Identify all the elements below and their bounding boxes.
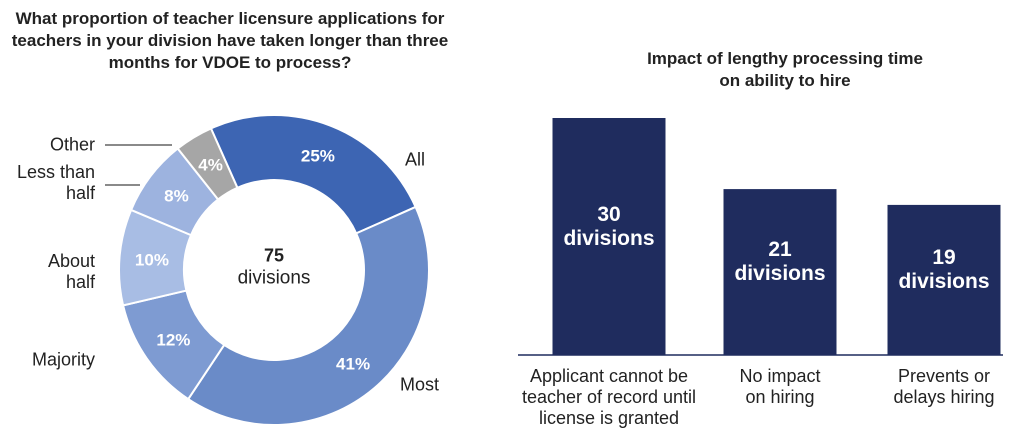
x-tick-label: Applicant cannot be teacher of record un… — [521, 366, 697, 428]
center-value: 75 — [263, 245, 285, 266]
category-label: Other — [49, 134, 95, 155]
category-label: Most — [400, 374, 440, 395]
x-tick-label: No impact on hiring — [739, 366, 821, 407]
bar-value-label: 19 divisions — [898, 245, 990, 293]
bar — [723, 189, 837, 355]
donut-segment — [186, 205, 430, 426]
segment-label: 8% — [164, 186, 189, 206]
center-label: divisions — [237, 267, 311, 289]
bar-value-label: 30 divisions — [563, 202, 655, 250]
bar — [552, 118, 666, 355]
donut-segment — [176, 127, 239, 201]
segment-label: 41% — [336, 354, 371, 374]
segment-label: 25% — [300, 146, 335, 166]
segment-label: 4% — [198, 155, 223, 175]
bar-value-label: 21 divisions — [734, 238, 826, 286]
donut-title: What proportion of teacher licensure app… — [11, 9, 449, 72]
category-label: About half — [47, 251, 95, 292]
segment-label: 10% — [134, 250, 169, 270]
category-label: Less than half — [16, 162, 95, 203]
x-tick-label: Prevents or delays hiring — [893, 366, 995, 407]
category-label: Majority — [31, 349, 95, 370]
bar — [887, 204, 1001, 355]
category-label: All — [405, 149, 426, 170]
segment-label: 12% — [156, 330, 191, 350]
bar-title: Impact of lengthy processing time on abi… — [647, 49, 923, 90]
donut-segment — [209, 114, 417, 235]
